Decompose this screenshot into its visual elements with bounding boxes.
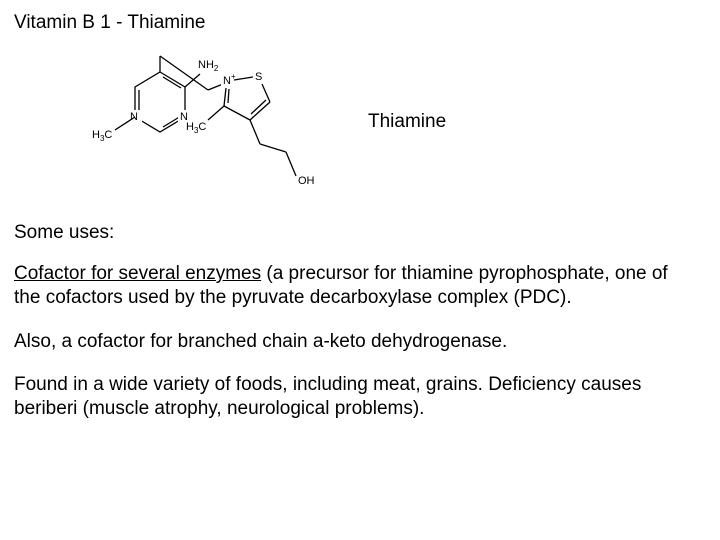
para-cofactor: Cofactor for several enzymes (a precurso… xyxy=(14,262,696,310)
para-foods: Found in a wide variety of foods, includ… xyxy=(14,373,696,421)
page-title: Vitamin B 1 - Thiamine xyxy=(14,12,706,34)
figure-label: Thiamine xyxy=(368,111,446,133)
slide: Vitamin B 1 - Thiamine N N NH2 xyxy=(0,0,720,421)
thiamine-svg: N N NH2 H3C N+ xyxy=(90,42,350,202)
figure-row: N N NH2 H3C N+ xyxy=(14,42,706,202)
section-uses-heading: Some uses: xyxy=(14,222,706,244)
atom-s: S xyxy=(255,71,262,83)
para-cofactor-underline: Cofactor for several enzymes xyxy=(14,263,261,284)
atom-h3c-left: H3C xyxy=(92,129,112,143)
thiamine-structure: N N NH2 H3C N+ xyxy=(90,42,350,202)
para-branched-chain: Also, a cofactor for branched chain a-ke… xyxy=(14,330,696,354)
atom-nh2: NH2 xyxy=(198,59,219,73)
atom-oh: OH xyxy=(298,175,315,187)
atom-h3c-mid: H3C xyxy=(186,121,206,135)
